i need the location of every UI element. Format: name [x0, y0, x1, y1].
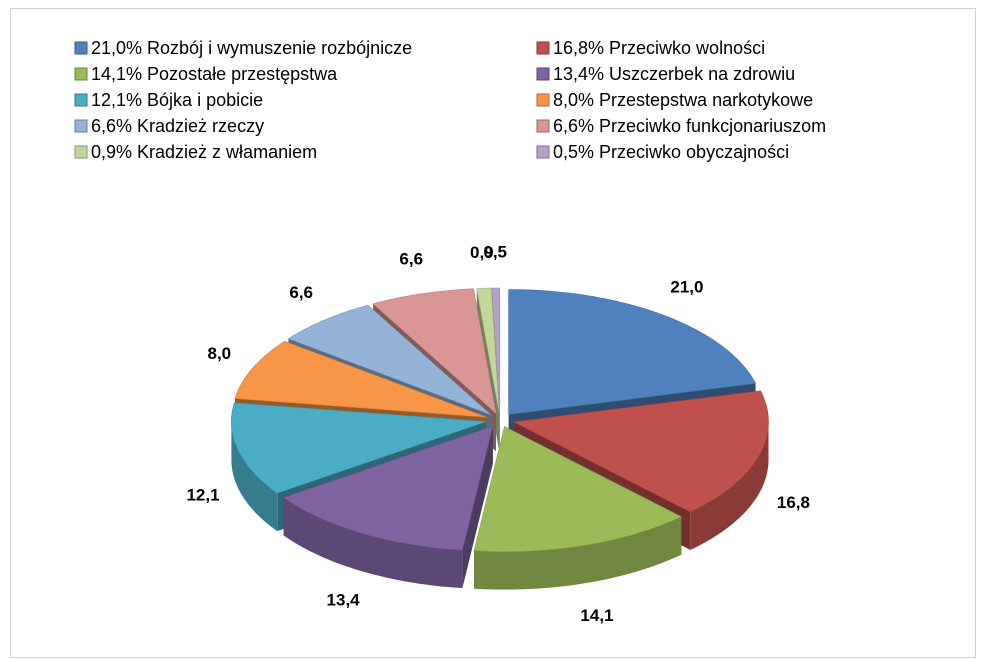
slice-top [491, 287, 501, 414]
slice-top [287, 304, 492, 415]
legend-label: 0,5% Przeciwko obyczajności [553, 142, 789, 162]
slice-top [508, 289, 757, 415]
slice-top [473, 426, 682, 552]
slice [283, 425, 494, 589]
slice-side [231, 421, 278, 532]
slice-top [234, 340, 488, 418]
legend-label: 0,9% Kradzież z włamaniem [91, 142, 317, 162]
legend-swatch [74, 93, 88, 107]
data-label: 0,9 [470, 243, 494, 262]
slice-top [283, 425, 494, 551]
data-label: 0,5 [483, 243, 507, 262]
legend-label: 6,6% Przeciwko funkcjonariuszom [553, 116, 826, 136]
data-label: 6,6 [289, 283, 313, 302]
legend-swatch [536, 145, 550, 159]
legend-swatch [74, 145, 88, 159]
data-label: 12,1 [186, 485, 219, 504]
slice-top [231, 402, 487, 494]
slice-top [372, 288, 497, 415]
data-label: 14,1 [580, 606, 613, 625]
legend-label: 12,1% Bójka i pobicie [91, 90, 263, 110]
slice-side [690, 421, 769, 550]
legend-swatch [74, 41, 88, 55]
legend-swatch [74, 67, 88, 81]
legend-swatch [536, 41, 550, 55]
slice [473, 426, 682, 590]
data-label: 21,0 [670, 278, 703, 297]
legend-label: 14,1% Pozostałe przestępstwa [91, 64, 338, 84]
legend-label: 8,0% Przestepstwa narkotykowe [553, 90, 813, 110]
legend-swatch [536, 93, 550, 107]
legend-swatch [74, 119, 88, 133]
data-label: 6,6 [399, 250, 423, 269]
data-label: 8,0 [208, 344, 232, 363]
legend-label: 21,0% Rozbój i wymuszenie rozbójnicze [91, 38, 412, 58]
legend-label: 6,6% Kradzież rzeczy [91, 116, 264, 136]
legend-swatch [536, 67, 550, 81]
legend-label: 13,4% Uszczerbek na zdrowiu [553, 64, 795, 84]
data-label: 16,8 [777, 493, 810, 512]
data-label: 13,4 [327, 591, 361, 610]
slice-top [476, 287, 500, 414]
slice-side [283, 497, 463, 589]
slice-top [512, 390, 769, 513]
legend-label: 16,8% Przeciwko wolności [553, 38, 765, 58]
slice-side [474, 516, 682, 590]
legend-swatch [536, 119, 550, 133]
